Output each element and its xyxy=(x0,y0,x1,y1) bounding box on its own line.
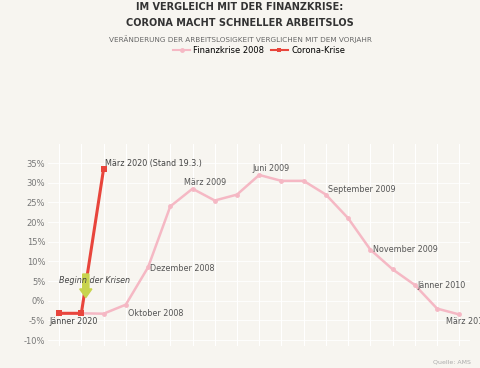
Text: Quelle: AMS: Quelle: AMS xyxy=(432,359,470,364)
Text: November 2009: November 2009 xyxy=(372,245,437,254)
Legend: Finanzkrise 2008, Corona-Krise: Finanzkrise 2008, Corona-Krise xyxy=(170,42,348,58)
Text: März 2010: März 2010 xyxy=(446,317,480,326)
Text: Dezember 2008: Dezember 2008 xyxy=(150,264,215,273)
Text: März 2020 (Stand 19.3.): März 2020 (Stand 19.3.) xyxy=(105,159,202,168)
Text: Oktober 2008: Oktober 2008 xyxy=(128,309,183,318)
Text: IM VERGLEICH MIT DER FINANZKRISE:: IM VERGLEICH MIT DER FINANZKRISE: xyxy=(136,2,344,12)
Text: CORONA MACHT SCHNELLER ARBEITSLOS: CORONA MACHT SCHNELLER ARBEITSLOS xyxy=(126,18,354,28)
Text: Jänner 2020: Jänner 2020 xyxy=(49,317,97,326)
Text: September 2009: September 2009 xyxy=(328,185,396,194)
Text: Juni 2009: Juni 2009 xyxy=(252,164,290,173)
Text: März 2009: März 2009 xyxy=(184,178,226,187)
FancyArrow shape xyxy=(80,274,92,298)
Text: Beginn der Krisen: Beginn der Krisen xyxy=(59,276,130,285)
Text: Jänner 2010: Jänner 2010 xyxy=(417,281,465,290)
Text: VERÄNDERUNG DER ARBEITSLOSIGKEIT VERGLICHEN MIT DEM VORJAHR: VERÄNDERUNG DER ARBEITSLOSIGKEIT VERGLIC… xyxy=(108,35,372,43)
